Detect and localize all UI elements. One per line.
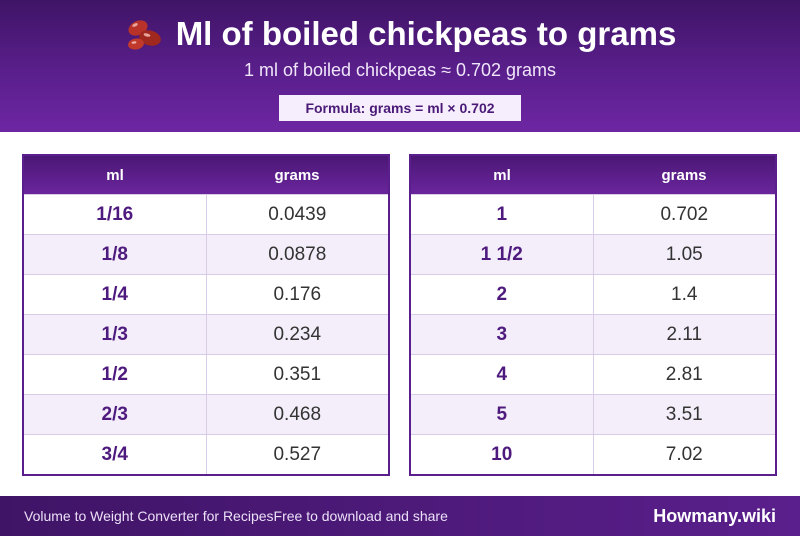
table-row: 1 1/2 1.05	[410, 234, 776, 275]
table-row: 1/8 0.0878	[23, 234, 389, 275]
ml-cell: 5	[410, 394, 594, 435]
table-row: 1/3 0.234	[23, 314, 389, 355]
ml-cell: 2/3	[23, 394, 207, 435]
grams-cell: 3.51	[593, 394, 776, 435]
ml-cell: 1 1/2	[410, 234, 594, 275]
grams-cell: 0.527	[206, 434, 389, 475]
ml-cell: 4	[410, 354, 594, 395]
table-row: 2/3 0.468	[23, 394, 389, 435]
footer-caption: Volume to Weight Converter for RecipesFr…	[24, 496, 448, 536]
table-row: 5 3.51	[410, 394, 776, 435]
page-title: Ml of boiled chickpeas to grams	[175, 15, 677, 52]
column-header-grams: grams	[593, 155, 776, 195]
formula-badge: Formula: grams = ml × 0.702	[279, 95, 521, 121]
ml-cell: 1/4	[23, 274, 207, 315]
table-row: 2 1.4	[410, 274, 776, 315]
footer-bar: Volume to Weight Converter for RecipesFr…	[0, 496, 800, 536]
title-row: Ml of boiled chickpeas to grams	[0, 12, 800, 56]
grams-cell: 0.234	[206, 314, 389, 355]
footer-tagline: Volume to Weight Converter for Recipes	[24, 508, 274, 524]
column-header-ml: ml	[410, 155, 593, 195]
conversion-table-left: ml grams 1/16 0.0439 1/8 0.0878 1/4 0.176 1…	[22, 154, 390, 476]
ml-cell: 3/4	[23, 434, 207, 475]
beans-icon	[127, 20, 161, 50]
column-header-ml: ml	[23, 155, 206, 195]
grams-cell: 0.702	[593, 194, 776, 235]
ml-cell: 10	[410, 434, 594, 475]
ml-cell: 1/8	[23, 234, 207, 275]
grams-cell: 0.468	[206, 394, 389, 435]
ml-cell: 1	[410, 194, 594, 235]
grams-cell: 2.11	[593, 314, 776, 355]
table-header-row: ml grams	[23, 155, 389, 195]
grams-cell: 7.02	[593, 434, 776, 475]
grams-cell: 2.81	[593, 354, 776, 395]
footer-brand[interactable]: Howmany.wiki	[653, 506, 776, 526]
page-subtitle: 1 ml of boiled chickpeas ≈ 0.702 grams	[243, 60, 557, 80]
table-row: 3 2.11	[410, 314, 776, 355]
table-row: 10 7.02	[410, 434, 776, 475]
grams-cell: 0.351	[206, 354, 389, 395]
ml-cell: 1/16	[23, 194, 207, 235]
grams-cell: 0.176	[206, 274, 389, 315]
header-banner: Ml of boiled chickpeas to grams 1 ml of …	[0, 0, 800, 132]
column-header-grams: grams	[206, 155, 389, 195]
grams-cell: 1.05	[593, 234, 776, 275]
table-row: 3/4 0.527	[23, 434, 389, 475]
table-row: 4 2.81	[410, 354, 776, 395]
grams-cell: 0.0878	[206, 234, 389, 275]
ml-cell: 1/2	[23, 354, 207, 395]
ml-cell: 3	[410, 314, 594, 355]
ml-cell: 2	[410, 274, 594, 315]
table-header-row: ml grams	[410, 155, 776, 195]
footer-share-note: Free to download and share	[273, 508, 448, 524]
table-row: 1/2 0.351	[23, 354, 389, 395]
ml-cell: 1/3	[23, 314, 207, 355]
table-row: 1 0.702	[410, 194, 776, 235]
table-row: 1/4 0.176	[23, 274, 389, 315]
table-row: 1/16 0.0439	[23, 194, 389, 235]
grams-cell: 0.0439	[206, 194, 389, 235]
grams-cell: 1.4	[593, 274, 776, 315]
conversion-table-right: ml grams 1 0.702 1 1/2 1.05 2 1.4 3 2.11 4 2.…	[409, 154, 777, 476]
